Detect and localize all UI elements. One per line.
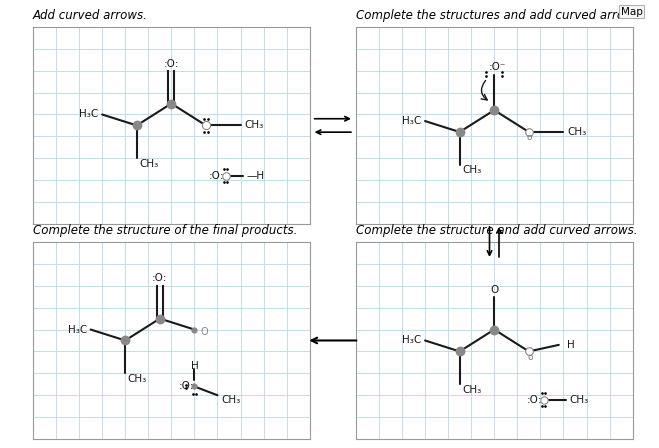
Text: CH₃: CH₃ [221,395,240,405]
Text: o: o [527,353,532,362]
Text: H₃C: H₃C [80,109,99,120]
Text: CH₃: CH₃ [139,159,158,169]
Point [455,348,465,355]
Text: CH₃: CH₃ [462,165,481,175]
Text: :Ȯ:: :Ȯ: [208,171,224,181]
Text: H: H [190,361,198,370]
Text: CH₃: CH₃ [244,121,263,130]
Point [166,100,177,107]
Text: o: o [526,133,532,142]
Text: O: O [490,285,498,295]
Point [120,337,130,344]
Text: :O:: :O: [163,59,179,69]
Text: :O:: :O: [152,273,167,283]
Point [489,326,500,333]
Point [200,122,211,129]
Text: Complete the structure and add curved arrows.: Complete the structure and add curved ar… [356,224,637,237]
Text: CH₃: CH₃ [462,385,481,395]
Point [220,172,231,179]
Text: Complete the structure of the final products.: Complete the structure of the final prod… [33,224,297,237]
Point [455,129,465,136]
Point [523,129,534,136]
Text: H: H [567,340,575,350]
Point [132,122,142,129]
Point [523,348,534,355]
Text: Map: Map [621,7,643,17]
Text: Complete the structures and add curved arrows.: Complete the structures and add curved a… [356,9,643,22]
Text: H₃C: H₃C [68,324,87,335]
Text: :Ȯ⁻: :Ȯ⁻ [489,62,506,73]
Text: :Ȯ:: :Ȯ: [527,395,542,405]
Point [154,315,165,322]
Text: —H: —H [246,171,264,181]
Text: Add curved arrows.: Add curved arrows. [33,9,148,22]
Text: H₃C: H₃C [403,336,422,345]
Point [489,107,500,114]
Point [538,396,549,403]
Text: CH₃: CH₃ [567,127,586,137]
Text: O: O [200,327,208,337]
Text: CH₃: CH₃ [127,374,147,384]
Text: CH₃: CH₃ [569,395,588,405]
Text: H₃C: H₃C [403,116,422,126]
Text: :O:: :O: [179,382,194,392]
